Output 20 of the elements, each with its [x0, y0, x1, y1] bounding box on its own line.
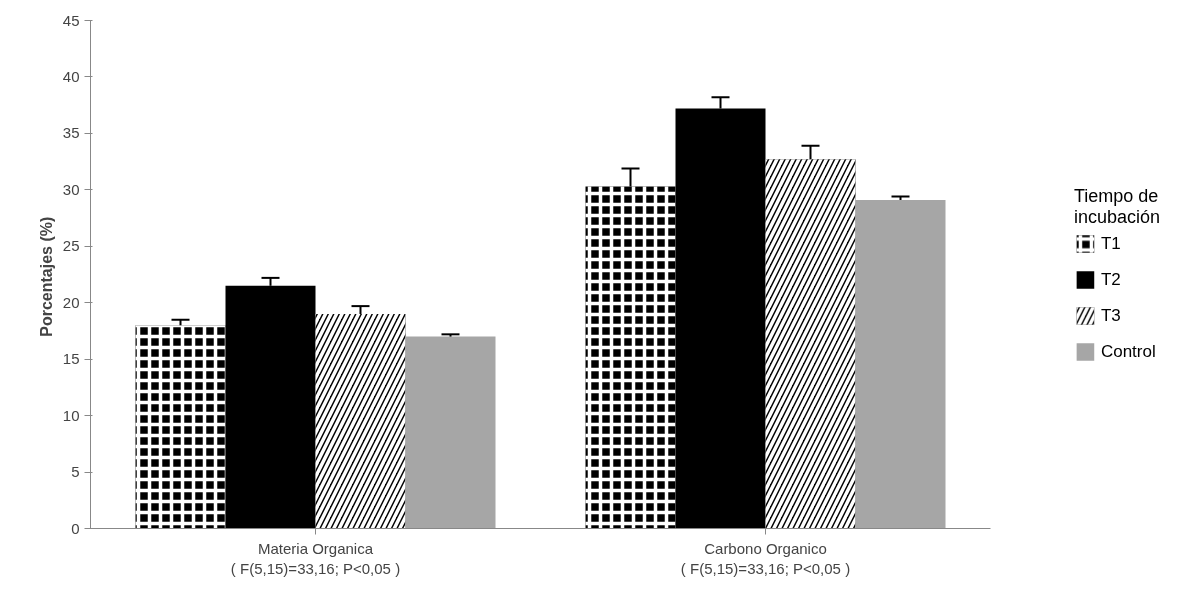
y-tick-label: 10 — [62, 406, 80, 424]
legend-label: T1 — [1100, 233, 1121, 254]
legend-title: Tiempo de incubación — [1073, 185, 1160, 228]
legend-label: T2 — [1100, 269, 1121, 290]
y-tick-label: 30 — [62, 180, 80, 198]
y-tick-label: 0 — [71, 519, 80, 537]
y-tick-label: 45 — [62, 11, 80, 29]
y-tick-label: 40 — [62, 67, 80, 85]
x-tick-label: Carbono Organico ( F(5,15)=33,16; P<0,05 ) — [680, 539, 851, 577]
y-tick-label: 25 — [62, 237, 80, 255]
bar — [855, 199, 946, 529]
y-tick-label: 35 — [62, 124, 80, 142]
y-tick-label: 20 — [62, 293, 80, 311]
y-tick-label: 15 — [62, 350, 80, 368]
legend-label: T3 — [1100, 305, 1121, 326]
y-axis-title: Porcentajes (%) — [37, 216, 55, 337]
y-tick-label: 5 — [71, 463, 80, 481]
x-tick-label: Materia Organica ( F(5,15)=33,16; P<0,05 ) — [230, 539, 401, 577]
bar — [405, 336, 496, 529]
legend-label: Control — [1100, 341, 1156, 362]
